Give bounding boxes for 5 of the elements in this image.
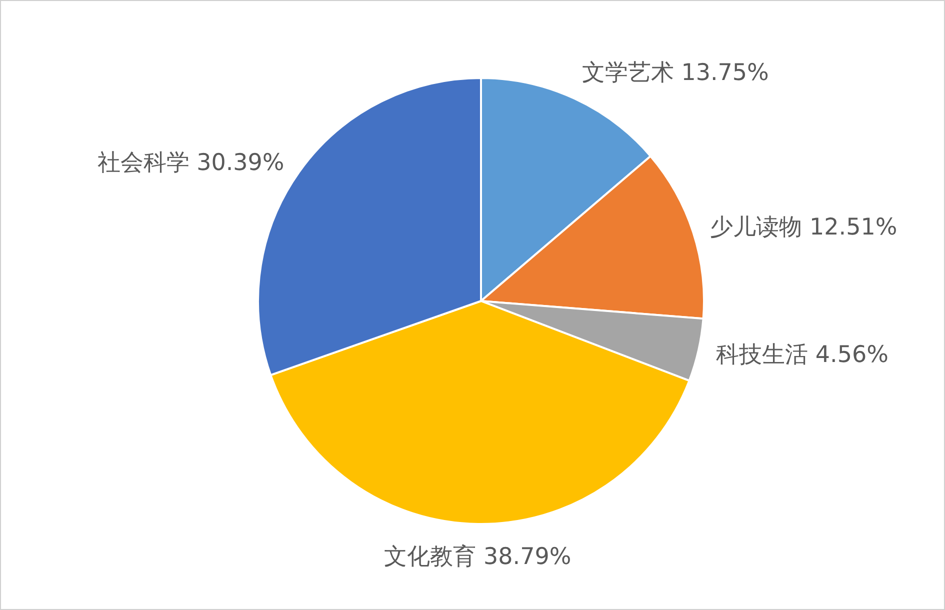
slice-label: 文化教育 38.79% (384, 544, 572, 570)
slice-label: 少儿读物 12.51% (710, 214, 898, 241)
slice-label: 文学艺术 13.75% (582, 60, 769, 86)
slice-label: 社会科学 30.39% (97, 150, 284, 176)
slice-label: 科技生活 4.56% (716, 342, 888, 368)
